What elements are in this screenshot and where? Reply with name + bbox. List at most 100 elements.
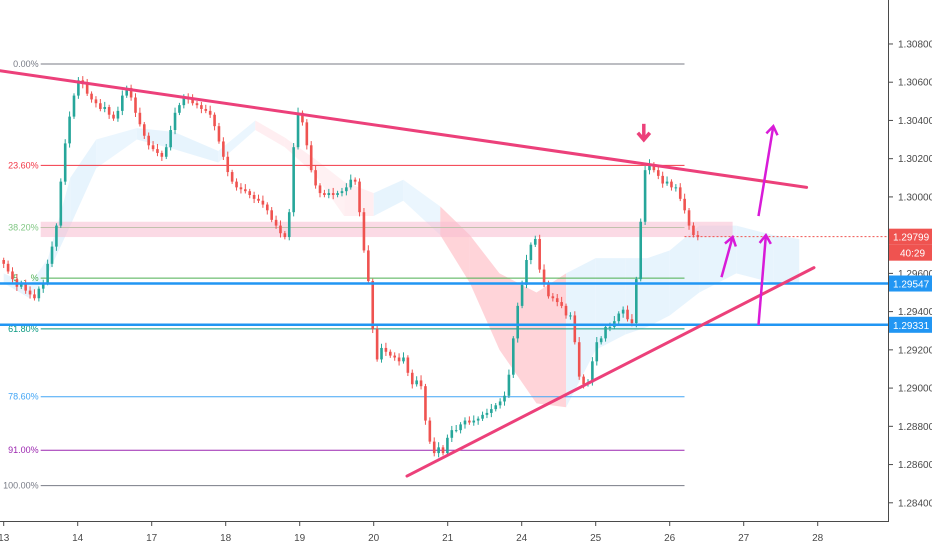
candle-body [160,152,164,157]
candle-body [349,179,353,188]
candle-body [129,87,133,98]
cloud-segment [595,258,626,350]
candle-body [301,112,304,123]
fibonacci-retracement[interactable]: 0.00% 23.60% 38.20% 5_._% 61.80% 78.60% 91.00%… [3,59,733,491]
time-tick-label: 13 [0,533,10,544]
cloud-segment [403,179,441,236]
candle-body [533,238,537,245]
time-tick-label: 18 [220,533,232,544]
price-tick-label: 1.30000 [898,192,932,203]
candle-body [573,315,577,343]
candle-body [454,430,458,432]
time-axis[interactable] [0,521,888,550]
candle-body [151,145,155,150]
candle-body [630,319,634,324]
candle-body [296,112,300,148]
candle-body [239,187,243,190]
trendline-support[interactable] [405,266,816,478]
candle-body [547,282,550,297]
price-tag-label: 1.29799 [893,233,930,244]
candle-body [24,282,27,291]
time-tick-label: 25 [590,533,602,544]
candle-body [564,305,568,316]
candle-body [195,103,199,106]
candle-body [406,357,410,373]
candle-body [678,187,682,199]
candle-body [643,170,647,222]
cloud-segment [29,258,49,299]
candle-body [94,99,98,104]
candle-body [318,185,322,194]
candle-body [542,269,546,283]
candle-body [244,189,247,192]
candle-body [437,447,440,454]
candle-body [164,147,168,157]
fib-level-label: 5_._% [13,273,39,283]
candle-body [582,376,585,385]
candle-body [577,342,581,377]
candle-body [248,191,252,195]
candle-body [481,414,484,419]
candle-body [345,187,348,192]
candle-body [314,170,317,186]
cloud-segment [773,235,800,283]
price-tick-label: 1.29400 [898,307,932,318]
candle-body [292,147,295,213]
candle-body [305,122,309,146]
candle-body [283,233,287,238]
candle-body [182,97,186,106]
candle-body [265,204,269,211]
candle-body [331,193,335,195]
horizontal-lines[interactable] [0,236,888,327]
candle-body [670,181,673,188]
price-tick-label: 1.29000 [898,384,932,395]
candle-body [498,401,502,406]
fib-level-label: 91.00% [8,445,39,455]
candle-body [279,225,282,234]
candle-body [415,380,418,385]
candle-body [6,263,10,272]
time-axis-ticks: 13 14 17 18 19 20 21 24 25 26 27 28 [0,521,824,544]
candle-body [367,250,370,282]
candle-body [33,294,36,299]
cloud-segment [255,120,285,148]
candle-body [397,357,401,362]
candle-body [235,181,238,188]
candle-body [692,225,695,236]
candle-body [222,141,225,157]
time-tick-label: 24 [516,533,528,544]
cloud-segment [536,273,567,408]
candle-body [353,179,357,182]
candle-body [309,145,313,171]
candle-body [134,97,137,113]
candle-body [336,193,339,195]
candle-body [432,441,436,454]
candle-body [661,175,664,184]
trendline-resistance[interactable] [0,69,809,189]
candle-body [648,164,651,171]
candle-body [107,107,111,115]
time-tick-label: 21 [442,533,454,544]
candle-body [99,103,102,109]
candle-body [599,338,603,343]
candle-body [142,124,146,136]
price-tick-label: 1.29200 [898,345,932,356]
candle-body [463,420,467,425]
candle-body [55,225,58,247]
cloud-segment [373,179,404,217]
candle-body [121,95,124,111]
candle-body [674,187,678,189]
time-tick-label: 28 [812,533,824,544]
trendlines[interactable] [0,69,816,478]
candle-body [200,105,203,109]
fib-level-label: 38.20% [8,223,39,233]
cloud-segment [96,128,137,169]
time-tick-label: 20 [368,533,380,544]
fib-band-38 [40,221,733,238]
time-tick-label: 19 [294,533,306,544]
time-tick-label: 17 [146,533,158,544]
price-tick-label: 1.29600 [898,269,932,280]
candle-body [77,80,80,96]
candle-body [217,126,221,142]
